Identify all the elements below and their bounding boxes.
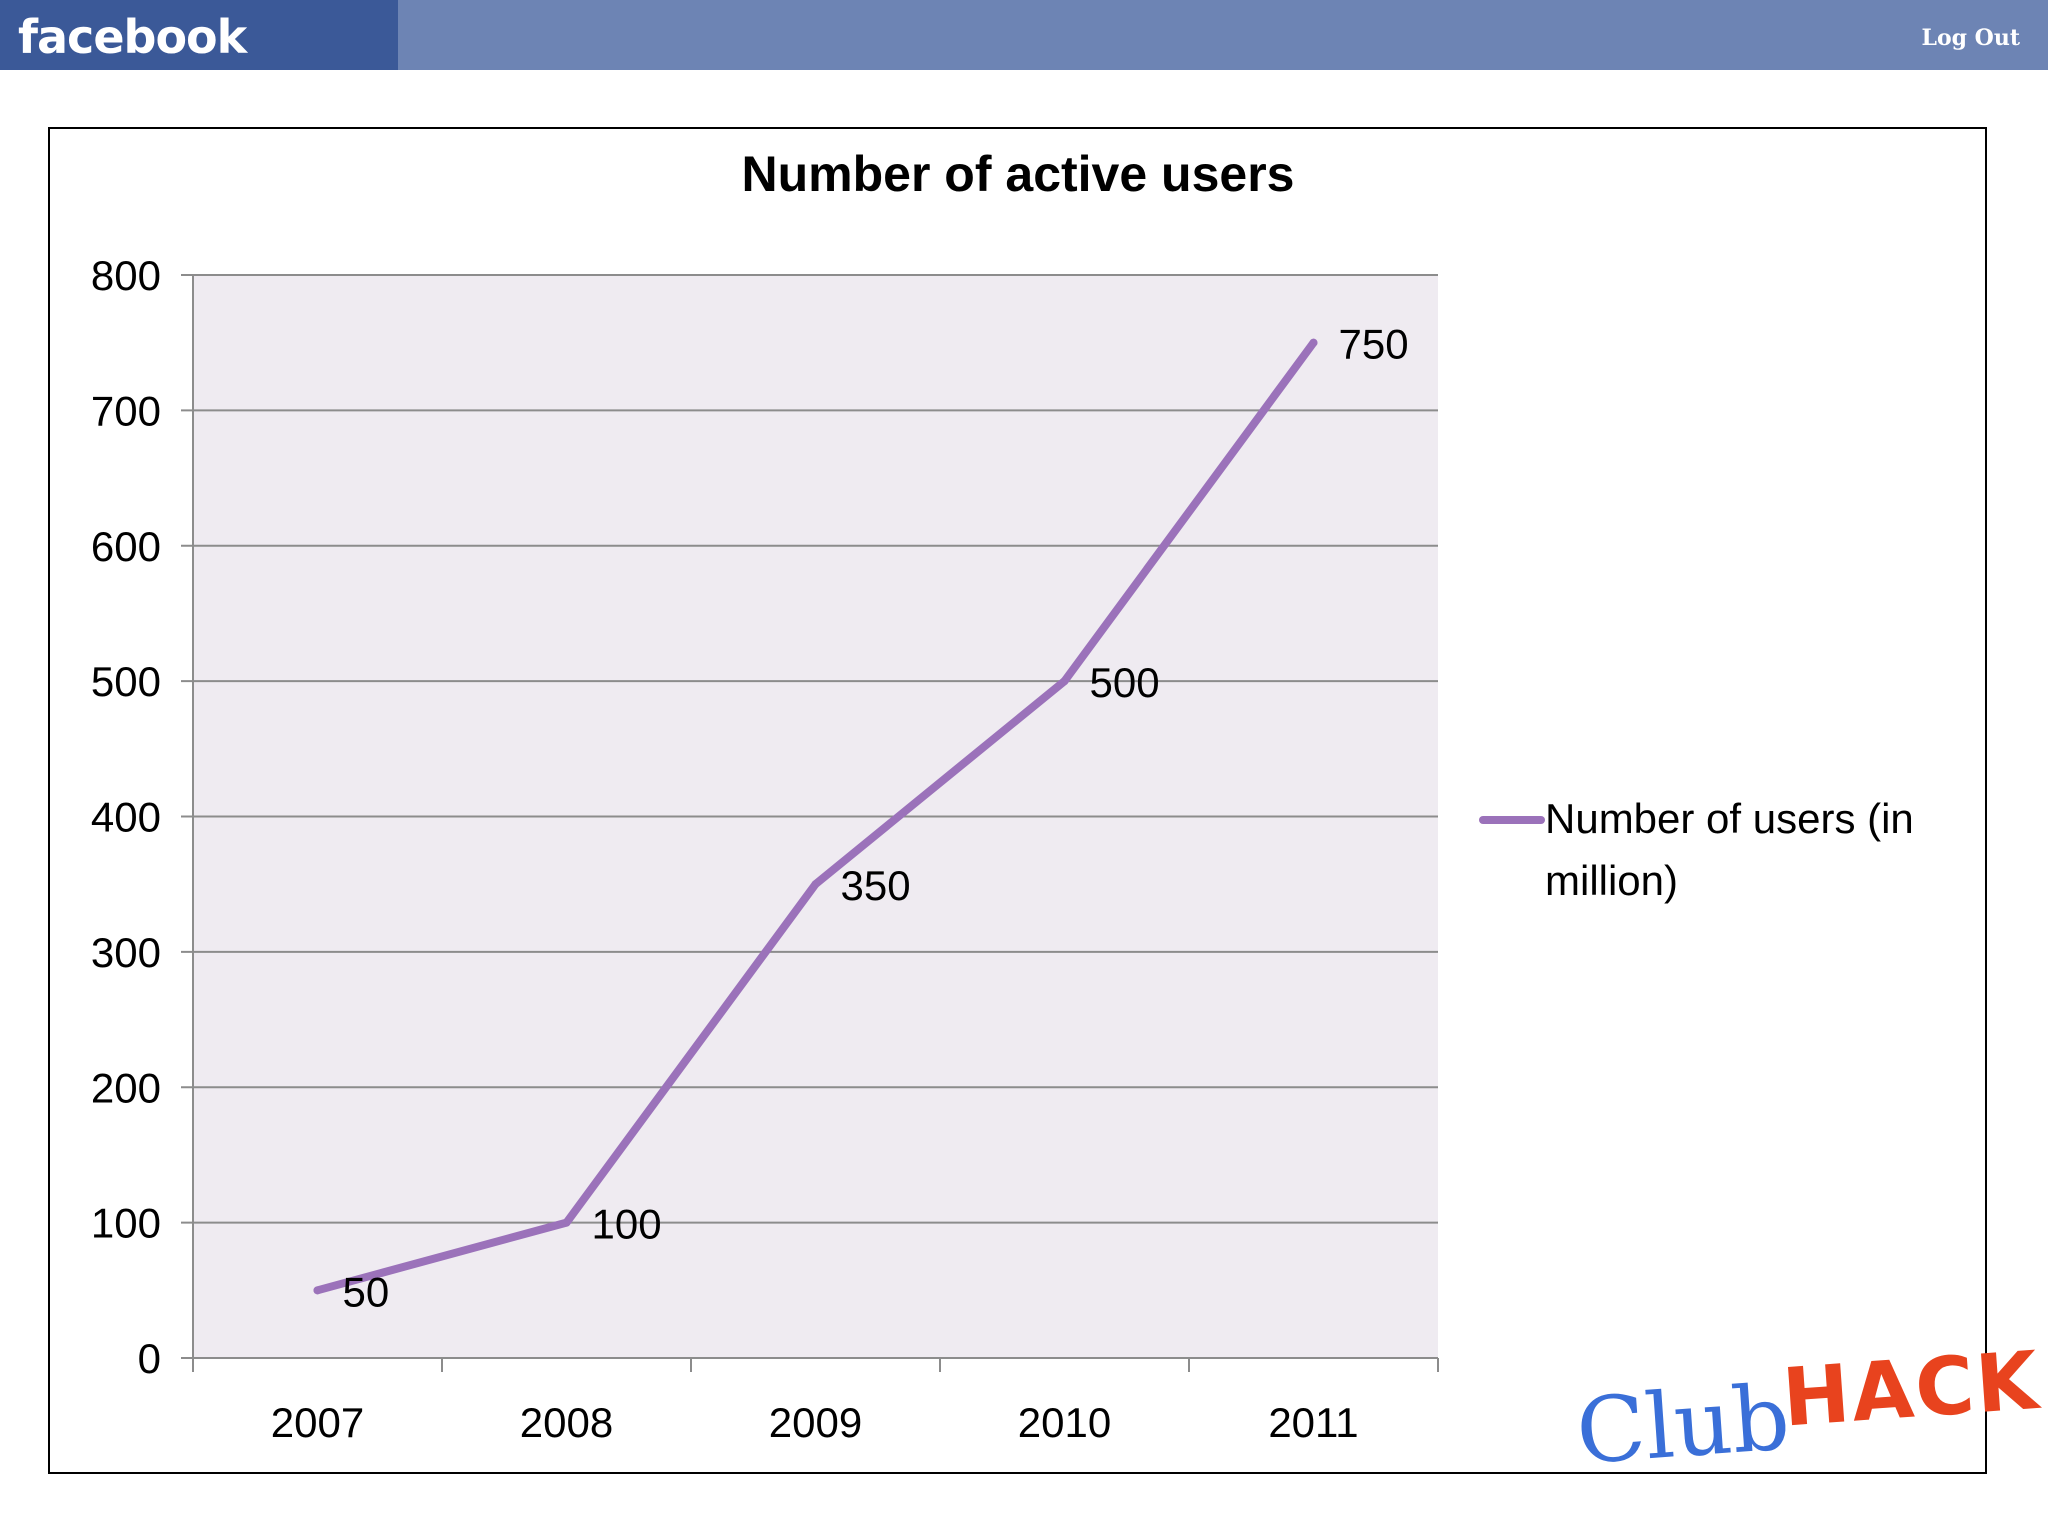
clubhack-hack-text: HACK	[1779, 1333, 2043, 1445]
y-tick-label: 100	[91, 1200, 161, 1247]
logo-area: facebook	[0, 0, 398, 70]
facebook-header-bar: facebook Log Out	[0, 0, 2048, 70]
y-tick-label: 0	[138, 1335, 161, 1382]
line-chart: Number of active users 0 100 200 300 400 500 6…	[91, 146, 1925, 1446]
y-tick-label: 800	[91, 252, 161, 299]
data-point	[811, 880, 820, 889]
x-tick-label: 2009	[769, 1399, 862, 1446]
x-tick-label: 2011	[1268, 1399, 1358, 1446]
y-tick-label: 600	[91, 523, 161, 570]
data-label: 50	[343, 1268, 390, 1315]
gridlines	[193, 274, 1438, 1224]
data-label: 350	[841, 862, 911, 909]
data-label: 750	[1339, 321, 1409, 368]
logout-link[interactable]: Log Out	[1921, 25, 2020, 51]
y-tick-label: 200	[91, 1064, 161, 1111]
data-labels: 50 100 350 500 750	[343, 321, 1409, 1316]
y-tick-label: 300	[91, 929, 161, 976]
series-group	[313, 338, 1318, 1295]
data-label: 100	[592, 1201, 662, 1248]
axes	[181, 274, 1439, 1372]
y-tick-label: 400	[91, 794, 161, 841]
x-tick-label: 2007	[271, 1399, 364, 1446]
x-tick-label: 2010	[1018, 1399, 1111, 1446]
data-label: 500	[1090, 659, 1160, 706]
x-axis-tick-labels: 2007 2008 2009 2010 2011	[271, 1399, 1359, 1446]
y-tick-label: 500	[91, 658, 161, 705]
legend-label: Number of users (in million)	[1545, 795, 1925, 904]
chart-frame: Number of active users 0 100 200 300 400 500 6…	[48, 127, 1987, 1474]
facebook-logo[interactable]: facebook	[18, 10, 247, 64]
y-axis-tick-labels: 0 100 200 300 400 500 600 700 800	[91, 252, 161, 1382]
data-point	[313, 1286, 322, 1295]
clubhack-club-text: Club	[1573, 1365, 1794, 1485]
x-tick-label: 2008	[520, 1399, 613, 1446]
y-tick-label: 700	[91, 387, 161, 434]
data-point	[1309, 338, 1318, 347]
chart-title: Number of active users	[742, 146, 1295, 202]
legend: Number of users (in million)	[1479, 795, 1925, 904]
data-point	[562, 1218, 571, 1227]
data-point	[1060, 677, 1069, 686]
